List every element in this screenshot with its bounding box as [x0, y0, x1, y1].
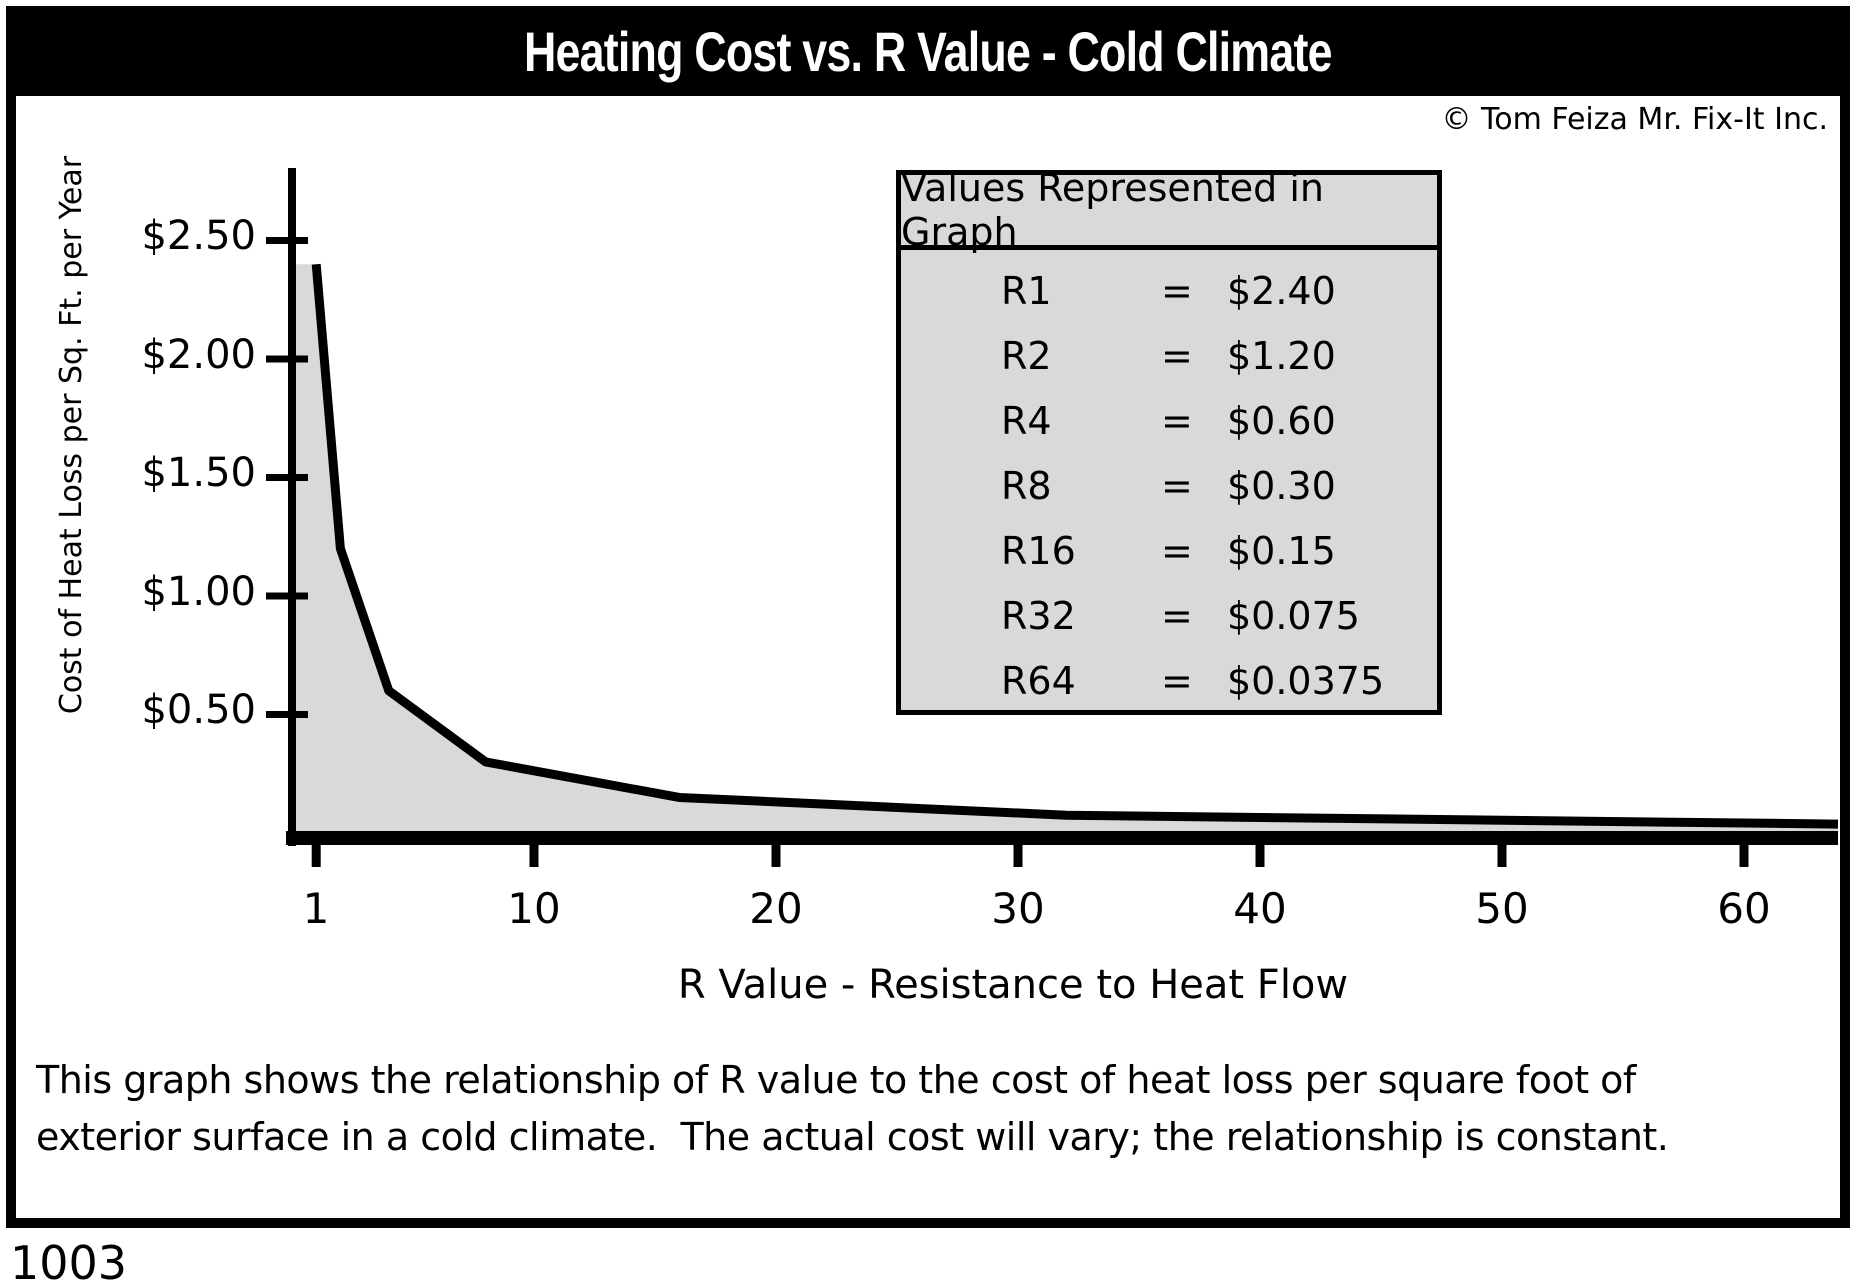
legend-row-r4: R4 = $0.60: [1001, 399, 1437, 443]
legend-value: $0.60: [1227, 398, 1336, 443]
x-axis-line: [286, 831, 1838, 845]
legend-label: R16: [1001, 528, 1076, 573]
equals-sign: =: [1161, 268, 1193, 313]
x-tick-label-60: 60: [1717, 884, 1771, 933]
x-tick-mark: [311, 845, 321, 867]
y-tick-mark: [266, 355, 308, 363]
x-tick-mark: [1497, 845, 1507, 867]
x-tick-label-40: 40: [1233, 884, 1287, 933]
y-tick-label-2-00: $2.00: [141, 332, 256, 378]
legend-value: $0.0375: [1227, 658, 1385, 703]
equals-sign: =: [1161, 333, 1193, 378]
y-tick-mark: [266, 711, 308, 718]
legend-row-r32: R32 = $0.075: [1001, 594, 1437, 638]
legend-label: R1: [1001, 268, 1052, 313]
cost-curve: [311, 263, 1839, 829]
legend-value: $0.075: [1227, 593, 1360, 638]
legend-title: Values Represented in Graph: [901, 166, 1437, 254]
legend-label: R8: [1001, 463, 1052, 508]
x-tick-mark: [1739, 845, 1749, 867]
title-bar: Heating Cost vs. R Value - Cold Climate: [6, 6, 1850, 96]
equals-sign: =: [1161, 658, 1193, 703]
y-tick-label-1-50: $1.50: [141, 450, 256, 496]
legend-row-r1: R1 = $2.40: [1001, 269, 1437, 313]
x-axis-title: R Value - Resistance to Heat Flow: [677, 962, 1349, 1008]
equals-sign: =: [1161, 463, 1193, 508]
legend-row-r2: R2 = $1.20: [1001, 334, 1437, 378]
figure-number: 1003: [10, 1236, 128, 1288]
x-tick-mark: [529, 845, 539, 867]
x-tick-label-30: 30: [991, 884, 1045, 933]
x-tick-mark: [1013, 845, 1023, 867]
y-axis-line: [288, 168, 296, 846]
x-tick-label-1: 1: [302, 884, 330, 933]
y-tick-mark: [266, 592, 308, 600]
y-tick-mark: [266, 237, 308, 244]
y-tick-label-2-50: $2.50: [141, 213, 256, 259]
legend-label: R4: [1001, 398, 1052, 443]
legend-label: R64: [1001, 658, 1076, 703]
legend-label: R2: [1001, 333, 1052, 378]
x-tick-mark: [1255, 845, 1265, 867]
legend-row-r8: R8 = $0.30: [1001, 464, 1437, 508]
legend-rows: R1 = $2.40 R2 = $1.20 R4 = $0.60 R8 = $0…: [901, 250, 1437, 713]
page-title: Heating Cost vs. R Value - Cold Climate: [524, 19, 1333, 83]
y-tick-label-0-50: $0.50: [141, 687, 256, 733]
legend-value: $1.20: [1227, 333, 1336, 378]
equals-sign: =: [1161, 528, 1193, 573]
x-tick-label-20: 20: [749, 884, 803, 933]
x-tick-mark: [771, 845, 781, 867]
legend-value: $2.40: [1227, 268, 1336, 313]
y-tick-label-1-00: $1.00: [141, 569, 256, 615]
legend-label: R32: [1001, 593, 1076, 638]
legend-row-r64: R64 = $0.0375: [1001, 659, 1437, 703]
caption-line-1: This graph shows the relationship of R v…: [36, 1058, 1636, 1102]
x-tick-label-10: 10: [507, 884, 561, 933]
equals-sign: =: [1161, 593, 1193, 638]
equals-sign: =: [1161, 398, 1193, 443]
legend-value: $0.15: [1227, 528, 1336, 573]
copyright-text: © Tom Feiza Mr. Fix-It Inc.: [1441, 102, 1828, 137]
legend-box: Values Represented in Graph R1 = $2.40 R…: [896, 166, 1442, 715]
area-fill: [296, 264, 1838, 843]
caption-line-2: exterior surface in a cold climate. The …: [36, 1115, 1669, 1159]
y-tick-mark: [266, 474, 308, 481]
legend-row-r16: R16 = $0.15: [1001, 529, 1437, 573]
x-tick-label-50: 50: [1475, 884, 1529, 933]
legend-value: $0.30: [1227, 463, 1336, 508]
y-axis-title: Cost of Heat Loss per Sq. Ft. per Year: [54, 155, 89, 715]
